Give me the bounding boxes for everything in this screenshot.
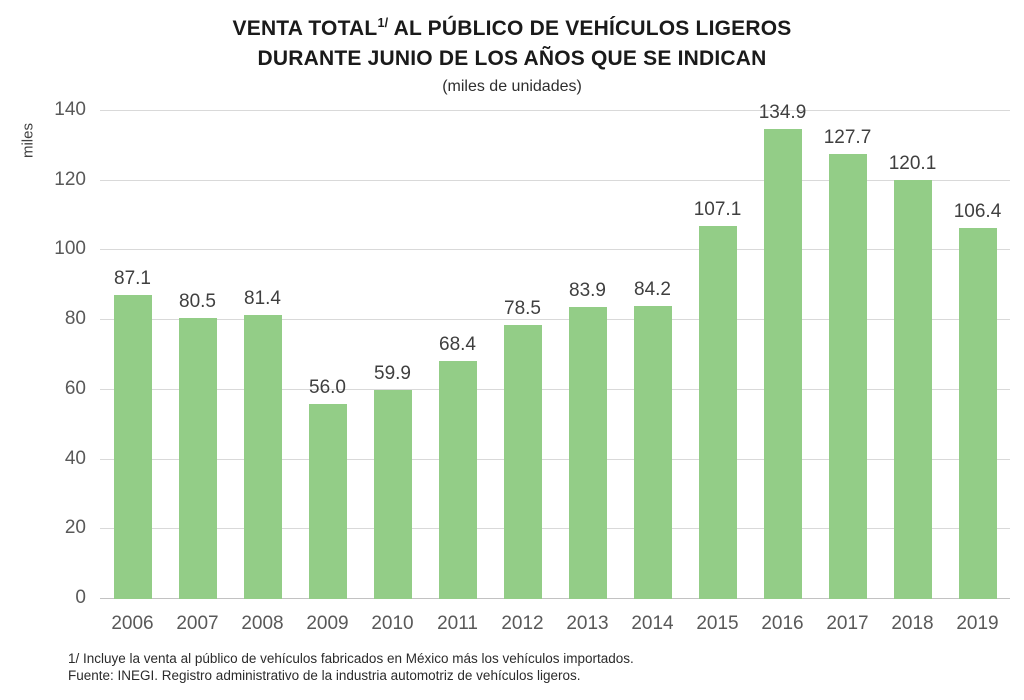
y-tick-label-0: 0 [75, 587, 86, 608]
bar-value-label-2017: 127.7 [823, 126, 872, 148]
x-tick-label-2008: 2008 [241, 613, 284, 634]
bar-2011 [438, 360, 477, 599]
x-tick-label-2014: 2014 [631, 613, 674, 634]
x-tick-label-2006: 2006 [111, 613, 154, 634]
bar-value-label-2011: 68.4 [439, 333, 476, 355]
bar-value-label-2009: 56.0 [309, 376, 346, 398]
x-tick-label-2018: 2018 [891, 613, 934, 634]
bar-2015 [698, 225, 737, 599]
bar-2013 [568, 306, 607, 599]
y-tick-label-120: 120 [54, 168, 86, 190]
bar-value-label-2010: 59.9 [374, 363, 411, 385]
x-tick-label-2017: 2017 [826, 613, 869, 634]
y-tick-label-60: 60 [64, 377, 86, 399]
x-tick-label-2012: 2012 [501, 613, 544, 634]
x-tick-label-2015: 2015 [696, 613, 739, 634]
chart-title-line-2: DURANTE JUNIO DE LOS AÑOS QUE SE INDICAN [257, 47, 767, 70]
x-tick-label-2010: 2010 [371, 613, 414, 634]
y-tick-label-80: 80 [64, 308, 86, 330]
bar-value-label-2013: 83.9 [569, 279, 606, 301]
title-footnote-marker: 1/ [377, 16, 389, 30]
bar-2007 [178, 318, 217, 599]
gridline-60 [100, 388, 1010, 390]
footnote-definition: 1/ Incluye la venta al público de vehícu… [68, 651, 634, 666]
x-tick-label-2009: 2009 [306, 613, 349, 634]
x-tick-label-2013: 2013 [566, 613, 609, 634]
x-tick-label-2007: 2007 [176, 613, 219, 634]
chart-title-block: VENTA TOTAL1/ AL PÚBLICO DE VEHÍCULOS LI… [0, 8, 1024, 96]
x-tick-label-2011: 2011 [437, 613, 478, 634]
bar-2019 [958, 228, 997, 599]
title-text-post: AL PÚBLICO DE VEHÍCULOS LIGEROS [388, 17, 792, 40]
y-tick-label-100: 100 [54, 238, 86, 260]
bar-value-label-2006: 87.1 [114, 268, 151, 290]
gridline-100 [100, 249, 1010, 251]
chart-subtitle: (miles de unidades) [442, 78, 582, 95]
gridline-20 [100, 528, 1010, 530]
gridline-80 [100, 319, 1010, 321]
bar-2008 [243, 315, 282, 599]
bar-2009 [308, 403, 347, 599]
bar-value-label-2018: 120.1 [888, 153, 937, 175]
bar-value-label-2012: 78.5 [504, 298, 541, 320]
bar-2010 [373, 390, 412, 599]
gridline-0 [100, 598, 1010, 599]
x-tick-label-2019: 2019 [956, 613, 999, 634]
bar-value-label-2019: 106.4 [953, 201, 1002, 223]
bar-chart-plot-area: 0 20 40 60 80 100 120 140 87.1 80.5 81.4 56.0 59.9 68… [54, 100, 1010, 608]
bar-2017 [828, 153, 867, 599]
x-axis-labels: 2006 2007 2008 2009 2010 2011 2012 2013 2014 2015… [100, 611, 1010, 637]
gridline-40 [100, 458, 1010, 460]
bar-2006 [113, 295, 152, 599]
chart-title-line-1: VENTA TOTAL1/ AL PÚBLICO DE VEHÍCULOS LI… [0, 8, 1024, 44]
bar-value-label-2007: 80.5 [179, 291, 216, 313]
bar-2016 [763, 128, 802, 599]
title-text-pre: VENTA TOTAL [232, 17, 378, 40]
bar-2012 [503, 325, 542, 599]
bar-value-label-2008: 81.4 [244, 288, 281, 310]
y-tick-label-40: 40 [64, 447, 86, 469]
bar-value-label-2015: 107.1 [693, 198, 742, 220]
bar-value-label-2016: 134.9 [758, 101, 807, 123]
bar-2014 [633, 305, 672, 599]
bar-2018 [893, 180, 932, 599]
y-tick-label-140: 140 [54, 99, 86, 120]
x-tick-label-2016: 2016 [761, 613, 804, 634]
footnotes: 1/ Incluye la venta al público de vehícu… [68, 650, 634, 684]
gridline-120 [100, 179, 1010, 181]
footnote-source: Fuente: INEGI. Registro administrativo d… [68, 668, 581, 683]
gridline-140 [100, 110, 1010, 111]
y-tick-label-20: 20 [64, 517, 86, 539]
bar-value-label-2014: 84.2 [634, 278, 671, 300]
